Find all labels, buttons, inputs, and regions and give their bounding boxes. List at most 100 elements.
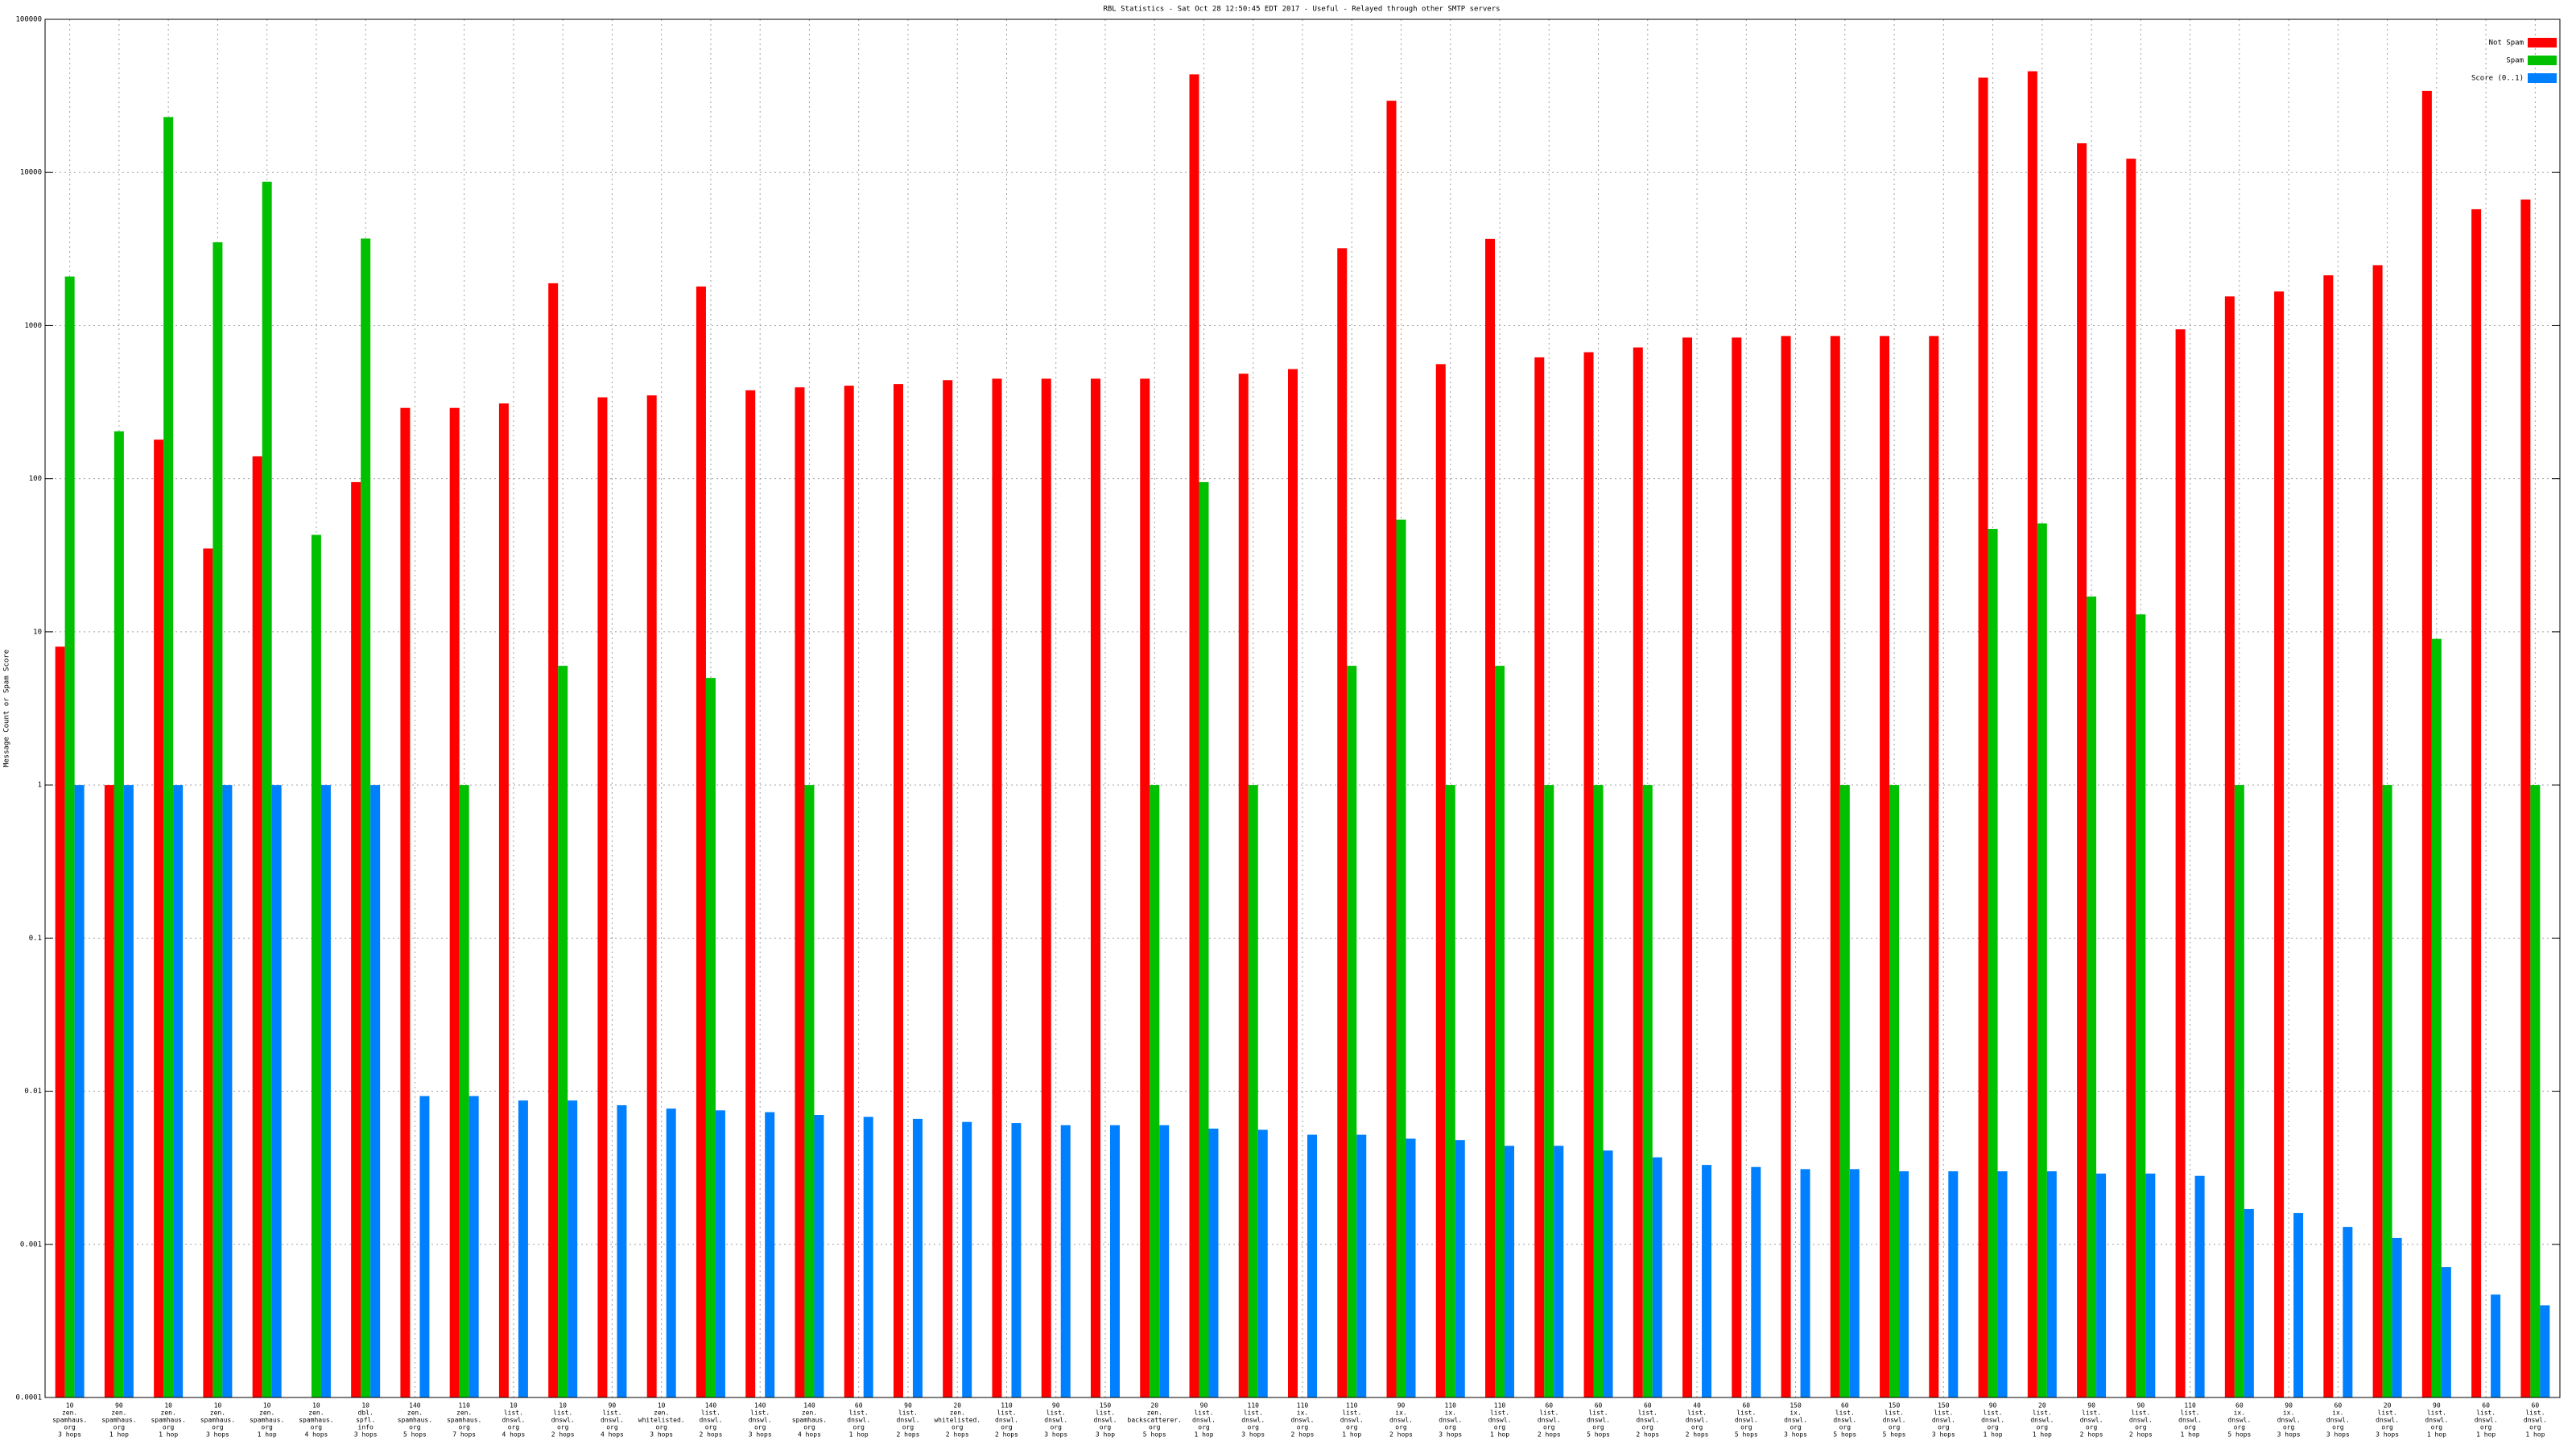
bar [74, 785, 85, 1397]
x-tick-label: dnswl. [2227, 1417, 2251, 1424]
x-tick-label: ix. [1445, 1410, 1456, 1417]
bar [320, 785, 331, 1397]
x-tick-label: list. [1835, 1410, 1855, 1417]
x-tick-label: 90 [2087, 1402, 2095, 1410]
bar [1445, 785, 1455, 1397]
x-tick-label: 2 hops [995, 1431, 1018, 1439]
x-tick-label: backscatterer. [1128, 1417, 1182, 1424]
y-axis-label: Message Count or Spam Score [3, 650, 11, 767]
x-tick-label: 1 hop [109, 1431, 129, 1439]
x-tick-label: list. [1244, 1410, 1263, 1417]
legend-swatch [2528, 56, 2557, 65]
x-tick-label: list. [1885, 1410, 1904, 1417]
x-tick-label: ix. [2332, 1410, 2343, 1417]
x-tick-label: 140 [409, 1402, 421, 1410]
bar [2431, 638, 2442, 1397]
bar [114, 431, 124, 1398]
bar [1781, 336, 1791, 1397]
bar [814, 1115, 824, 1397]
x-tick-label: org [902, 1424, 914, 1431]
bar [1208, 1128, 1219, 1397]
y-tick-label: 0.0001 [15, 1394, 42, 1402]
x-tick-label: 110 [1445, 1402, 1457, 1410]
bar [361, 238, 371, 1397]
x-tick-label: org [2381, 1424, 2393, 1431]
bar [715, 1110, 725, 1397]
bar [1337, 248, 1348, 1397]
x-tick-label: dnswl. [2030, 1417, 2054, 1424]
bar [351, 481, 361, 1398]
bar [2077, 143, 2087, 1398]
x-tick-label: org [952, 1424, 964, 1431]
bar [765, 1112, 775, 1397]
x-tick-label: 10 [214, 1402, 222, 1410]
bar [2274, 291, 2285, 1397]
x-tick-label: 4 hops [798, 1431, 821, 1439]
x-tick-label: 3 hops [650, 1431, 673, 1439]
x-tick-label: whitelisted. [638, 1417, 685, 1424]
x-tick-label: 110 [458, 1402, 470, 1410]
x-tick-label: 3 hops [1784, 1431, 1807, 1439]
x-tick-label: org [1889, 1424, 1901, 1431]
bar [104, 785, 114, 1397]
x-tick-label: 1 hop [159, 1431, 178, 1439]
bar [2441, 1267, 2451, 1397]
x-tick-label: ix. [1297, 1410, 1308, 1417]
x-tick-label: dnswl. [1833, 1417, 1856, 1424]
bar [1307, 1134, 1317, 1397]
bar [1633, 347, 1643, 1397]
x-tick-label: list. [1736, 1410, 1756, 1417]
bar [1288, 369, 1298, 1397]
bar [1544, 785, 1554, 1397]
bar [2491, 1294, 2501, 1397]
x-tick-label: org [163, 1424, 175, 1431]
x-tick-label: 3 hops [749, 1431, 772, 1439]
x-tick-label: 60 [855, 1402, 863, 1410]
x-tick-label: 110 [1248, 1402, 1260, 1410]
x-tick-label: list. [2427, 1410, 2446, 1417]
bar [1889, 785, 1900, 1397]
x-tick-label: spamhaus. [299, 1417, 333, 1424]
bar [1929, 336, 1939, 1397]
x-tick-label: list. [1638, 1410, 1657, 1417]
x-tick-label: list. [553, 1410, 572, 1417]
bar [1800, 1169, 1810, 1397]
bar [1406, 1138, 1416, 1397]
bar [1060, 1125, 1071, 1397]
legend-swatch [2528, 38, 2557, 47]
x-tick-label: 1 hop [2033, 1431, 2052, 1439]
x-tick-label: spamhaus. [398, 1417, 432, 1424]
x-tick-label: dnswl. [601, 1417, 624, 1424]
bar [2530, 785, 2541, 1397]
legend-swatch [2528, 73, 2557, 83]
bar [2126, 159, 2136, 1398]
y-tick-label: 10 [33, 628, 42, 636]
x-tick-label: spamhaus. [151, 1417, 185, 1424]
x-tick-label: zen. [161, 1410, 176, 1417]
bar [1899, 1171, 1909, 1397]
bar [2293, 1212, 2304, 1397]
x-tick-label: list. [2181, 1410, 2200, 1417]
x-tick-label: 110 [1346, 1402, 1358, 1410]
x-tick-label: list. [1194, 1410, 1213, 1417]
x-tick-label: org [2283, 1424, 2295, 1431]
bar [2037, 523, 2047, 1397]
x-tick-label: list. [1984, 1410, 2003, 1417]
x-tick-label: 3 hops [1439, 1431, 1462, 1439]
x-tick-label: zen. [62, 1410, 77, 1417]
bar [2382, 785, 2392, 1397]
x-tick-label: dnswl. [1291, 1417, 1315, 1424]
x-tick-label: 60 [2334, 1402, 2343, 1410]
x-tick-label: zen. [654, 1410, 669, 1417]
bar [1140, 378, 1150, 1397]
x-tick-label: 40 [1693, 1402, 1701, 1410]
x-tick-label: dnswl. [1981, 1417, 2004, 1424]
bar [1495, 666, 1505, 1397]
bar [2194, 1175, 2205, 1397]
x-tick-label: 90 [2137, 1402, 2145, 1410]
bar [2027, 71, 2037, 1397]
x-tick-label: zen. [259, 1410, 275, 1417]
x-tick-label: org [1445, 1424, 1457, 1431]
bar [1435, 364, 1446, 1397]
x-tick-label: list. [1046, 1410, 1066, 1417]
